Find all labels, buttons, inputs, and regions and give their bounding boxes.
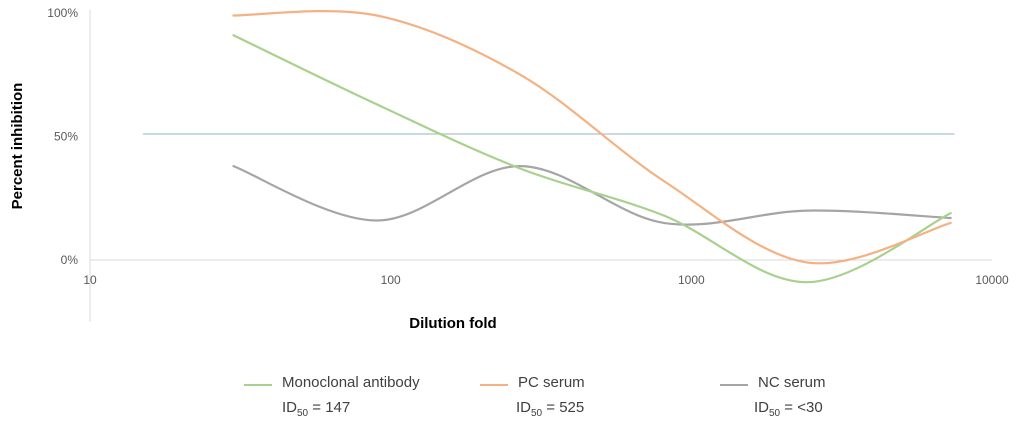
y-tick-label: 50%	[54, 130, 78, 144]
y-tick-label: 100%	[47, 6, 78, 20]
legend-id50-pc-serum: ID50 = 525	[516, 399, 585, 419]
y-tick-labels: 0% 50% 100%	[47, 6, 78, 267]
legend-label-monoclonal-antibody: Monoclonal antibody	[282, 374, 420, 391]
x-axis-title: Dilution fold	[409, 315, 496, 332]
legend-swatch-monoclonal-antibody	[244, 384, 272, 386]
legend: Monoclonal antibody ID50 = 147 PC serum …	[0, 372, 1024, 422]
legend-swatch-pc-serum	[480, 384, 508, 386]
y-axis-title: Percent inhibition	[9, 83, 26, 210]
x-tick-label: 100	[381, 273, 401, 287]
series-line-monoclonal-antibody	[232, 34, 952, 284]
y-tick-label: 0%	[61, 253, 79, 267]
legend-id50-monoclonal-antibody: ID50 = 147	[282, 399, 351, 419]
x-tick-label: 1000	[678, 273, 705, 287]
legend-id50-nc-serum: ID50 = <30	[754, 399, 823, 419]
x-tick-labels: 10 100 1000 10000	[83, 273, 1009, 287]
x-tick-label: 10000	[975, 273, 1009, 287]
x-tick-label: 10	[83, 273, 97, 287]
series-layer	[232, 10, 952, 284]
series-line-nc-serum	[232, 164, 952, 226]
legend-label-nc-serum: NC serum	[758, 374, 826, 391]
legend-label-pc-serum: PC serum	[518, 374, 585, 391]
axes	[89, 10, 992, 322]
legend-swatch-nc-serum	[720, 384, 748, 386]
chart: 10 100 1000 10000 0% 50% 100% Percent inhibit…	[9, 6, 1009, 332]
series-line-pc-serum	[232, 10, 952, 265]
